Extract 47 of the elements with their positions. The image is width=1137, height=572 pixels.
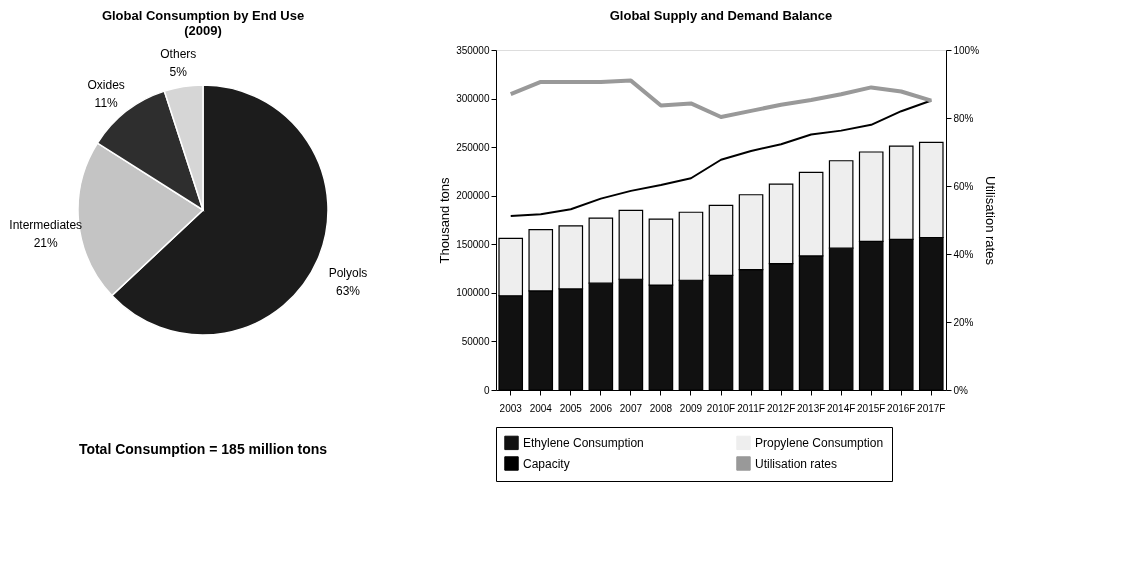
slice-label: Others	[160, 46, 197, 61]
y-tick-label: 250000	[456, 141, 490, 153]
x-tick-label: 2003	[499, 402, 523, 414]
y-tick-label: 150000	[456, 238, 490, 250]
text: Total Consumption = 185 million tons	[78, 441, 328, 457]
x-tick-label: 2009	[679, 402, 703, 414]
chart-title: Global Consumption by End Use (2009)	[101, 7, 305, 38]
legend-label: Capacity	[523, 456, 570, 471]
y-axis-title: Thousand tons	[437, 177, 453, 264]
x-tick-label: 2014F	[826, 402, 856, 414]
y2-tick-label: 60%	[953, 180, 974, 192]
y-tick-label: 50000	[461, 335, 490, 347]
x-tick-label: 2011F	[737, 402, 765, 414]
data-label: 21%	[33, 235, 59, 250]
slice-label: Intermediates	[9, 217, 83, 232]
y2-tick-label: 0%	[953, 384, 969, 396]
y2-tick-label: 20%	[953, 316, 974, 328]
y-tick-label: 200000	[456, 190, 490, 202]
x-tick-label: 2008	[649, 402, 673, 414]
slice-label: Polyols	[328, 265, 368, 280]
x-tick-label: 2007	[619, 402, 643, 414]
slice-label: Oxides	[87, 78, 125, 93]
y2-tick-label: 80%	[953, 112, 974, 124]
y-tick-label: 350000	[456, 44, 490, 56]
x-tick-label: 2012F	[766, 402, 796, 414]
legend-label: Ethylene Consumption	[523, 435, 644, 450]
y-tick-label: 300000	[456, 93, 490, 105]
y2-tick-label: 40%	[953, 248, 974, 260]
x-tick-label: 2016F	[887, 402, 916, 414]
x-tick-label: 2017F	[917, 402, 946, 414]
y2-axis-title: Utilisation rates	[983, 176, 999, 266]
legend-label: Utilisation rates	[755, 456, 838, 471]
x-tick-label: 2006	[589, 402, 613, 414]
x-tick-label: 2013F	[796, 402, 826, 414]
chart-title: Global Supply and Demand Balance	[609, 8, 833, 23]
data-label: 5%	[169, 64, 188, 79]
line-series	[508, 78, 934, 119]
legend-label: Propylene Consumption	[755, 435, 884, 450]
x-tick-label: 2010F	[706, 402, 736, 414]
data-label: 11%	[94, 96, 119, 111]
y-tick-label: 100000	[456, 287, 490, 299]
data-label: 63%	[335, 283, 361, 298]
x-tick-label: 2004	[529, 402, 553, 414]
y2-tick-label: 100%	[953, 44, 980, 56]
x-tick-label: 2015F	[857, 402, 886, 414]
x-tick-label: 2005	[559, 402, 583, 414]
y-tick-label: 0	[483, 384, 490, 396]
